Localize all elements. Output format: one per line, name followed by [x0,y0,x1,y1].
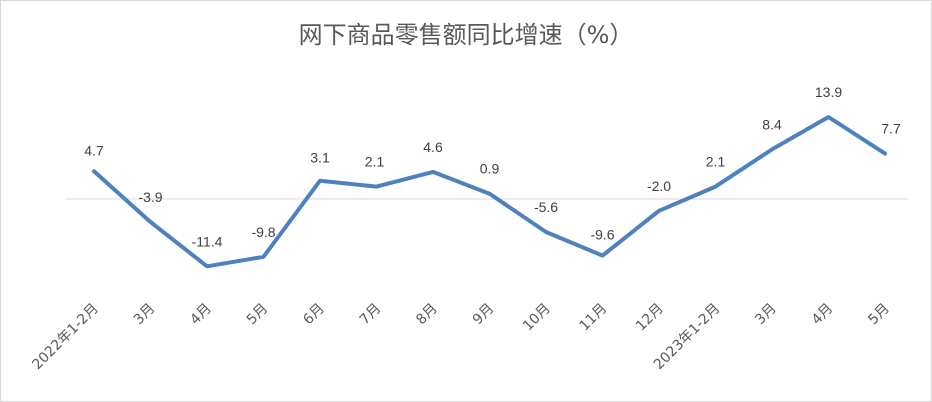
chart-title: 网下商品零售额同比增速（%） [298,21,634,49]
data-label: 4.7 [84,142,104,158]
data-label: -9.8 [251,224,275,240]
data-label: -2.0 [647,178,671,194]
data-label: -3.9 [138,189,162,205]
data-label: -11.4 [192,233,223,249]
data-label: -5.6 [534,199,558,215]
x-tick-label: 6月 [300,301,328,329]
data-label: 2.1 [365,154,385,170]
x-tick-label: 4月 [809,301,837,329]
x-tick-label: 3月 [131,301,159,329]
x-tick-label: 11月 [577,301,611,335]
data-label: 8.4 [762,116,782,132]
x-tick-label: 7月 [357,301,385,329]
series-line [92,115,887,269]
x-tick-label: 8月 [413,301,441,329]
x-tick-label: 4月 [187,301,215,329]
x-tick-label: 3月 [752,301,780,329]
x-tick-labels: 2022年1-2月 3月 4月 5月 6月 7月 8月 9月 10月 11月 12月2023年1-2… [29,301,892,373]
data-label: 13.9 [815,84,842,100]
x-tick-label: 10月 [520,301,554,335]
x-tick-label: 5月 [865,301,893,329]
data-label: -9.6 [590,227,614,243]
x-tick-label: 9月 [470,301,498,329]
x-tick-label: 5月 [244,301,272,329]
x-tick-label: 2022年1-2月 [29,301,101,373]
data-labels: 4.7 -3.9 -11.4 -9.8 3.1 2.1 4.6 0.9 -5.6 -9.6 -2.0… [84,84,901,249]
data-label: 0.9 [480,161,500,177]
x-tick-label: 12月 [633,301,667,335]
data-label: 4.6 [423,139,443,155]
data-label: 7.7 [881,121,901,137]
data-label: 3.1 [310,150,330,166]
data-label: 2.1 [706,154,726,170]
